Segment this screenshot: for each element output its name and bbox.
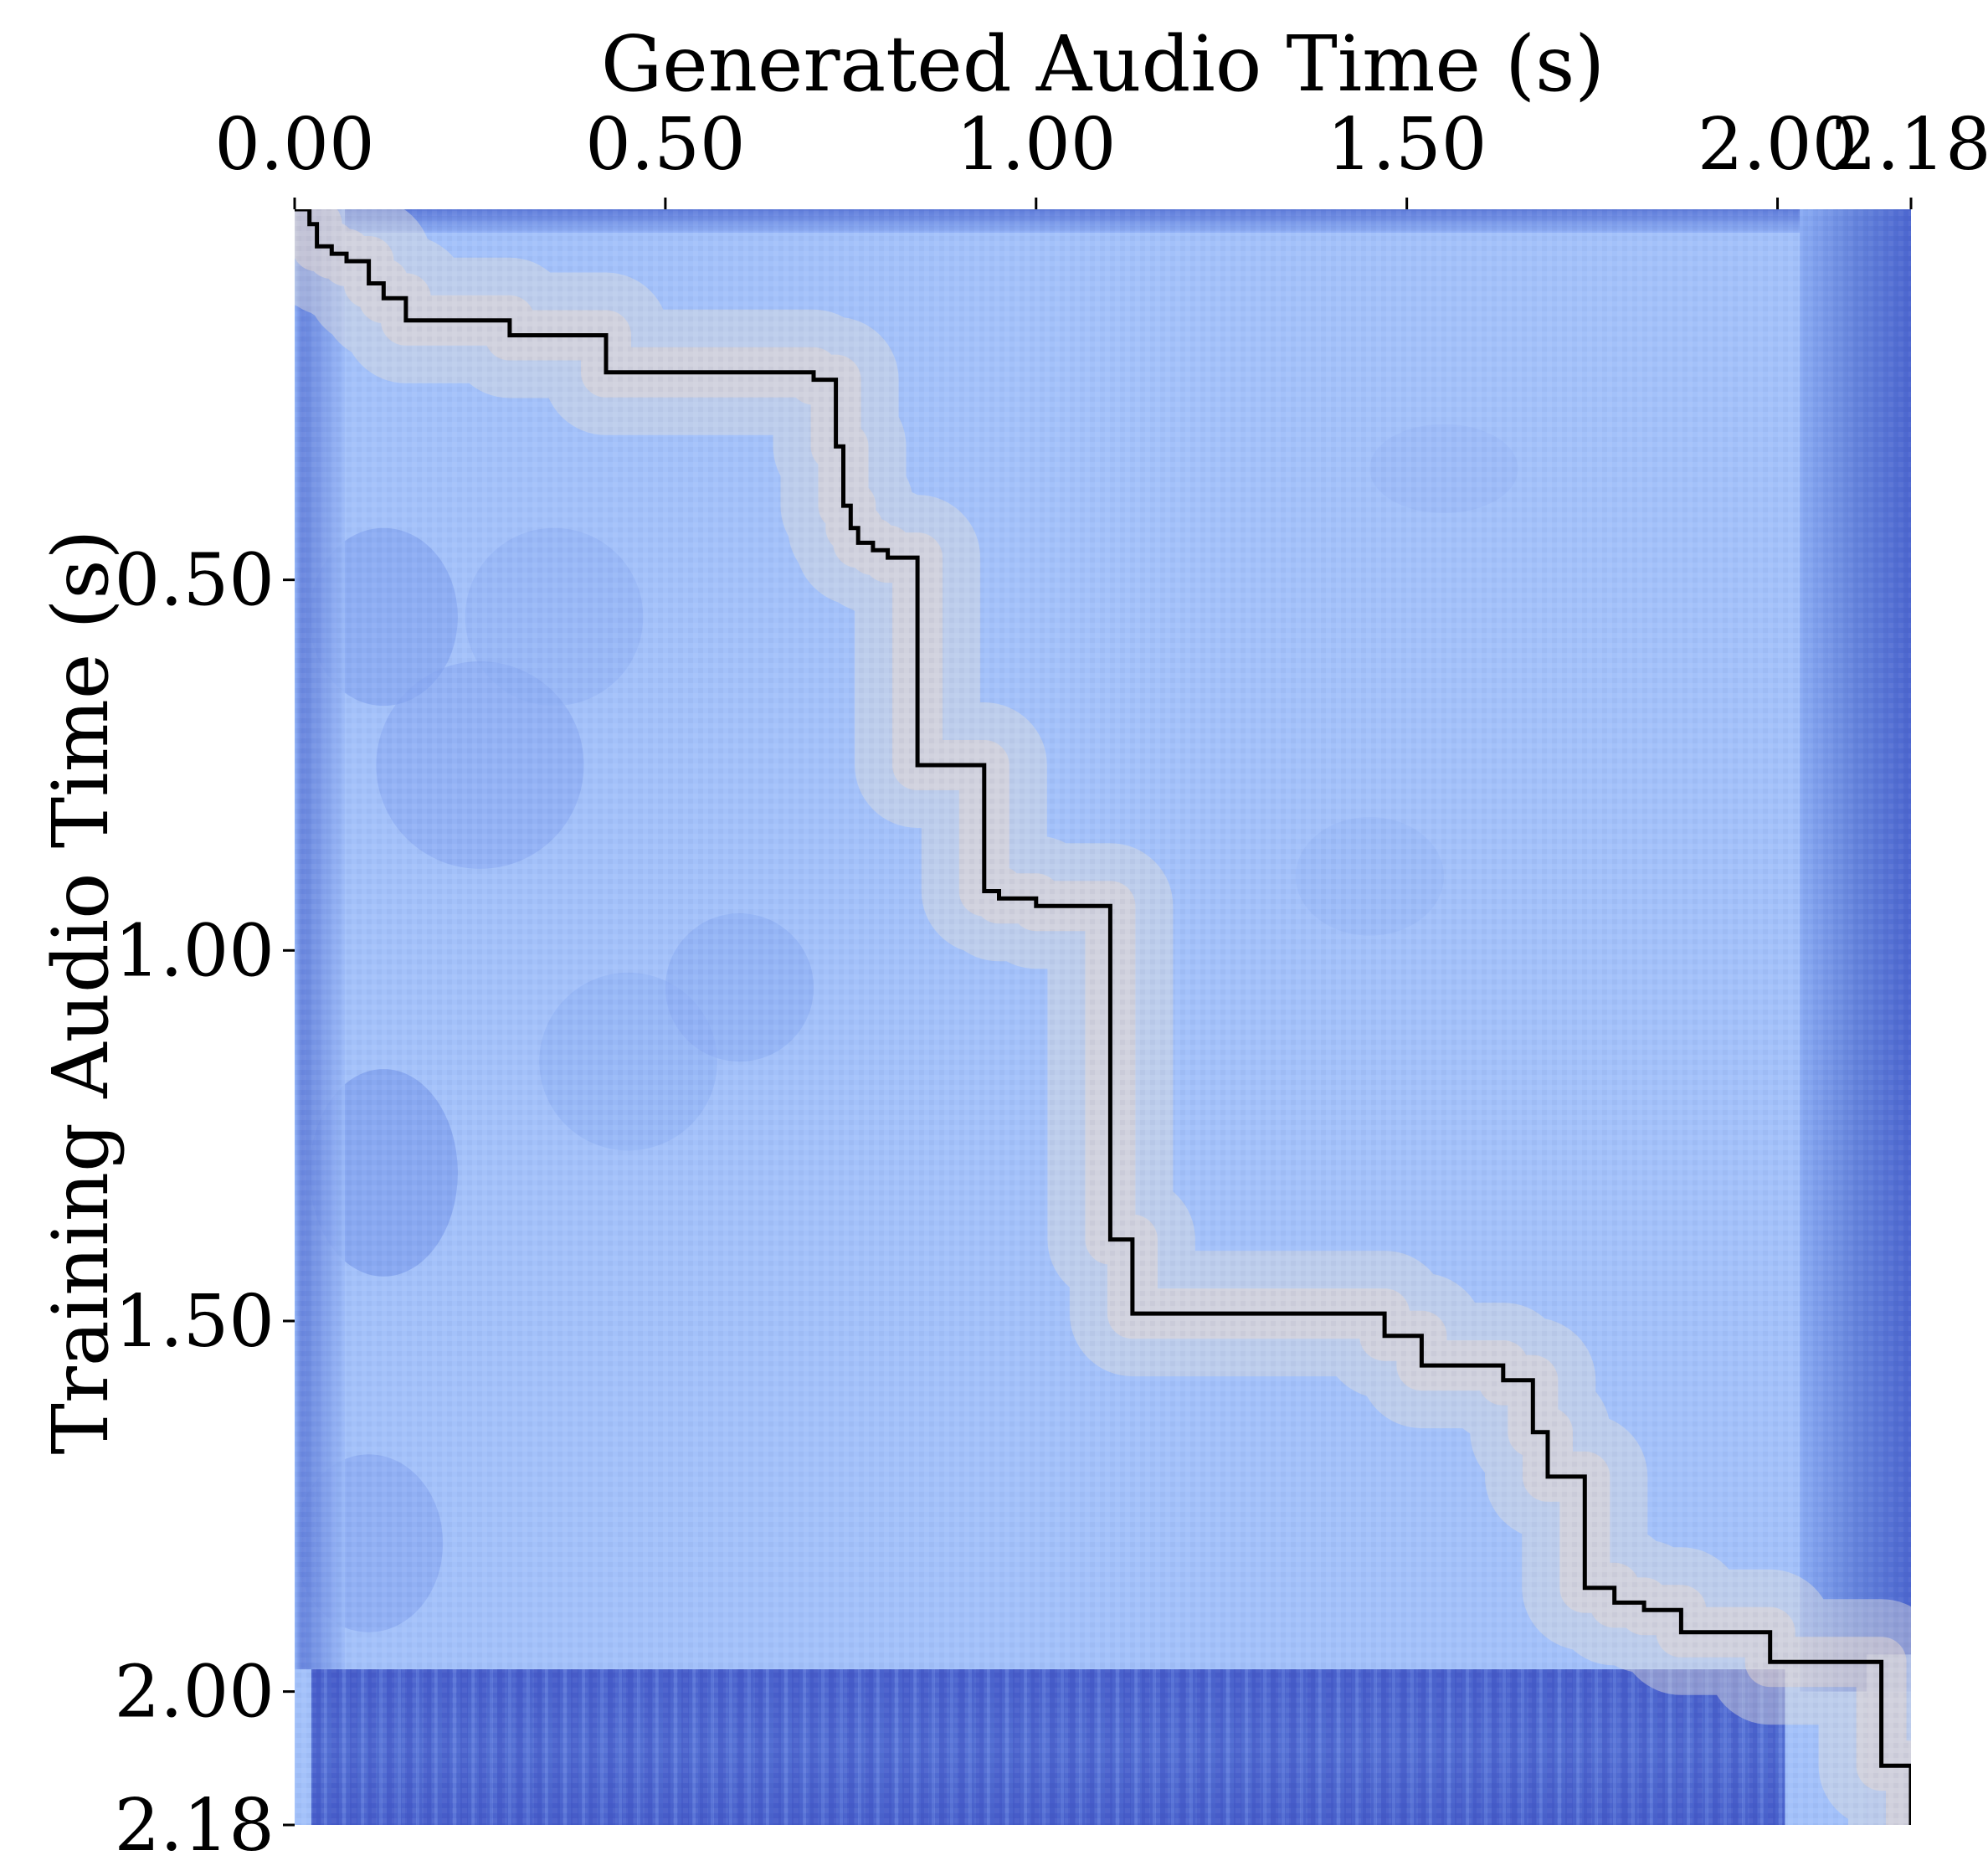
x-tick-label-0: 0.00: [214, 103, 374, 187]
x-tick-label-3: 1.50: [1327, 103, 1487, 187]
x-tick-label-5: 2.18: [1831, 103, 1988, 187]
y-tick-label-3: 2.00: [115, 1651, 275, 1735]
x-axis-top: 0.00 0.50 1.00 1.50 2.002.18: [214, 103, 1988, 209]
y-axis-title: Training Audio Time (s): [36, 529, 126, 1454]
x-axis-title: Generated Audio Time (s): [601, 19, 1605, 109]
y-tick-label-2: 1.50: [115, 1280, 275, 1364]
x-tick-label-4: 2.00: [1698, 103, 1857, 187]
y-tick-label-1: 1.00: [115, 909, 275, 993]
heatmap-cells: [295, 209, 1911, 1825]
y-axis-left: 0.50 1.00 1.50 2.00 2.18: [115, 539, 295, 1868]
heatmap-texture: [295, 209, 1911, 1825]
x-tick-label-2: 1.00: [956, 103, 1116, 187]
alignment-path-layer: [295, 209, 1911, 1825]
y-tick-label-4: 2.18: [115, 1784, 275, 1868]
y-tick-label-0: 0.50: [115, 539, 275, 623]
alignment-path-line: [295, 209, 1911, 1825]
x-tick-label-1: 0.50: [585, 103, 745, 187]
